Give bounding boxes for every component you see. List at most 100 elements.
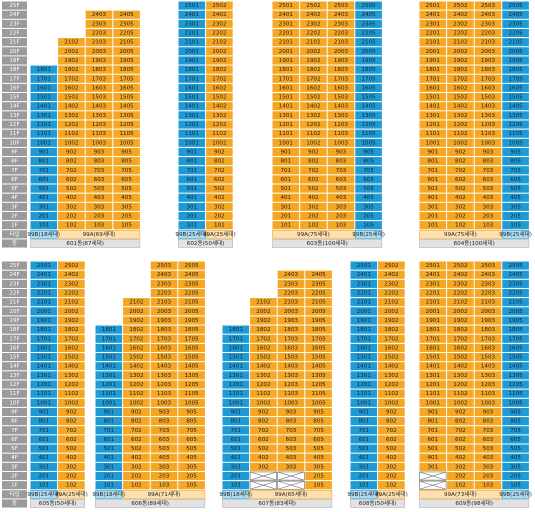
unit-cell (300, 138, 327, 147)
unit-cell (30, 120, 58, 129)
unit-number: 1205 (119, 122, 134, 128)
unit-cell (123, 316, 150, 325)
unit-cell (447, 28, 474, 38)
unit-cell (502, 47, 529, 56)
unit-number: 405 (363, 195, 374, 201)
type-name: 99B(25세대) (27, 490, 60, 498)
unit-cell (178, 47, 206, 56)
floor-label: 2F (11, 214, 18, 220)
unit-number: 603 (286, 437, 297, 443)
unit-cell (447, 1, 474, 10)
floor-cell (2, 471, 27, 481)
unit-cell (502, 417, 529, 426)
unit-cell (350, 316, 378, 325)
unit-cell (502, 288, 529, 298)
removed-mark (419, 480, 447, 490)
unit-number: 1801 (426, 67, 441, 73)
unit-cell (350, 407, 378, 417)
unit-number: 1602 (453, 345, 467, 351)
unit-number: 1005 (508, 140, 523, 146)
unit-cell (30, 279, 58, 288)
type-group (57, 229, 141, 239)
unit-cell (305, 334, 332, 343)
unit-number: 901 (38, 149, 49, 155)
unit-cell (355, 47, 382, 56)
unit-cell (150, 398, 178, 407)
unit-number: 1505 (311, 355, 326, 361)
unit-number: 2003 (284, 309, 299, 315)
unit-cell (178, 74, 206, 83)
unit-cell (474, 343, 502, 352)
unit-cell (58, 102, 85, 111)
unit-number: 2305 (184, 281, 199, 287)
unit-number: 602 (308, 177, 319, 183)
unit-cell (327, 74, 355, 83)
unit-number: 1401 (426, 364, 441, 370)
unit-number: 2402 (64, 272, 78, 278)
unit-number: 105 (186, 483, 197, 489)
building-name-cell (178, 239, 233, 248)
unit-number: 1902 (384, 318, 398, 324)
unit-number: 2402 (453, 12, 467, 18)
unit-number: 1502 (129, 355, 143, 361)
unit-cell (206, 129, 233, 138)
unit-cell (300, 202, 327, 211)
unit-cell (150, 307, 178, 316)
type-group (501, 229, 530, 239)
unit-cell (206, 19, 233, 28)
unit-cell (30, 371, 58, 380)
unit-number: 1003 (92, 140, 107, 146)
unit-cell (350, 261, 378, 270)
unit-number: 1401 (102, 364, 117, 370)
unit-number: 1102 (212, 131, 226, 137)
unit-number: 2301 (426, 281, 441, 287)
unit-cell (300, 120, 327, 129)
unit-cell (95, 481, 123, 490)
unit-cell (502, 74, 529, 83)
unit-number: 2402 (306, 12, 320, 18)
unit-number: 905 (186, 409, 197, 415)
floor-label: 19F (9, 318, 19, 324)
unit-cell (85, 157, 113, 166)
unit-cell (300, 175, 327, 184)
floor-cell (2, 453, 27, 462)
unit-number: 2505 (361, 3, 376, 9)
floor-cell (2, 10, 27, 19)
unit-number: 802 (131, 419, 142, 425)
unit-number: 2202 (212, 31, 226, 37)
unit-number: 2003 (481, 309, 496, 315)
unit-cell (447, 298, 474, 307)
building-name: 609동(98세대) (455, 499, 493, 507)
unit-number: 2401 (357, 272, 372, 278)
unit-cell (95, 325, 123, 334)
unit-number: 602 (66, 177, 77, 183)
unit-number: 101 (186, 223, 197, 229)
unit-cell (113, 83, 140, 92)
unit-number: 702 (131, 428, 142, 434)
building-name-cell (350, 499, 405, 508)
floor-label: 14F (9, 364, 19, 370)
unit-number: 905 (363, 149, 374, 155)
unit-cell (419, 221, 447, 230)
unit-number: 302 (66, 464, 77, 470)
unit-number: 1805 (119, 67, 134, 73)
unit-cell (150, 371, 178, 380)
unit-number: 1203 (334, 122, 349, 128)
unit-cell (178, 56, 206, 65)
unit-cell (305, 426, 332, 435)
unit-cell (206, 10, 233, 19)
unit-number: 902 (308, 149, 319, 155)
type-name: 99B(25세대) (352, 230, 385, 238)
unit-number: 201 (103, 474, 114, 480)
floor-cell (2, 389, 27, 398)
unit-cell (85, 74, 113, 83)
unit-cell (502, 221, 529, 230)
unit-number: 802 (308, 159, 319, 165)
unit-cell (222, 407, 250, 417)
unit-cell (474, 353, 502, 362)
floor-label: 22F (9, 291, 19, 297)
unit-cell (30, 202, 58, 211)
unit-cell (447, 166, 474, 175)
unit-cell (327, 184, 355, 193)
unit-number: 405 (510, 195, 521, 201)
